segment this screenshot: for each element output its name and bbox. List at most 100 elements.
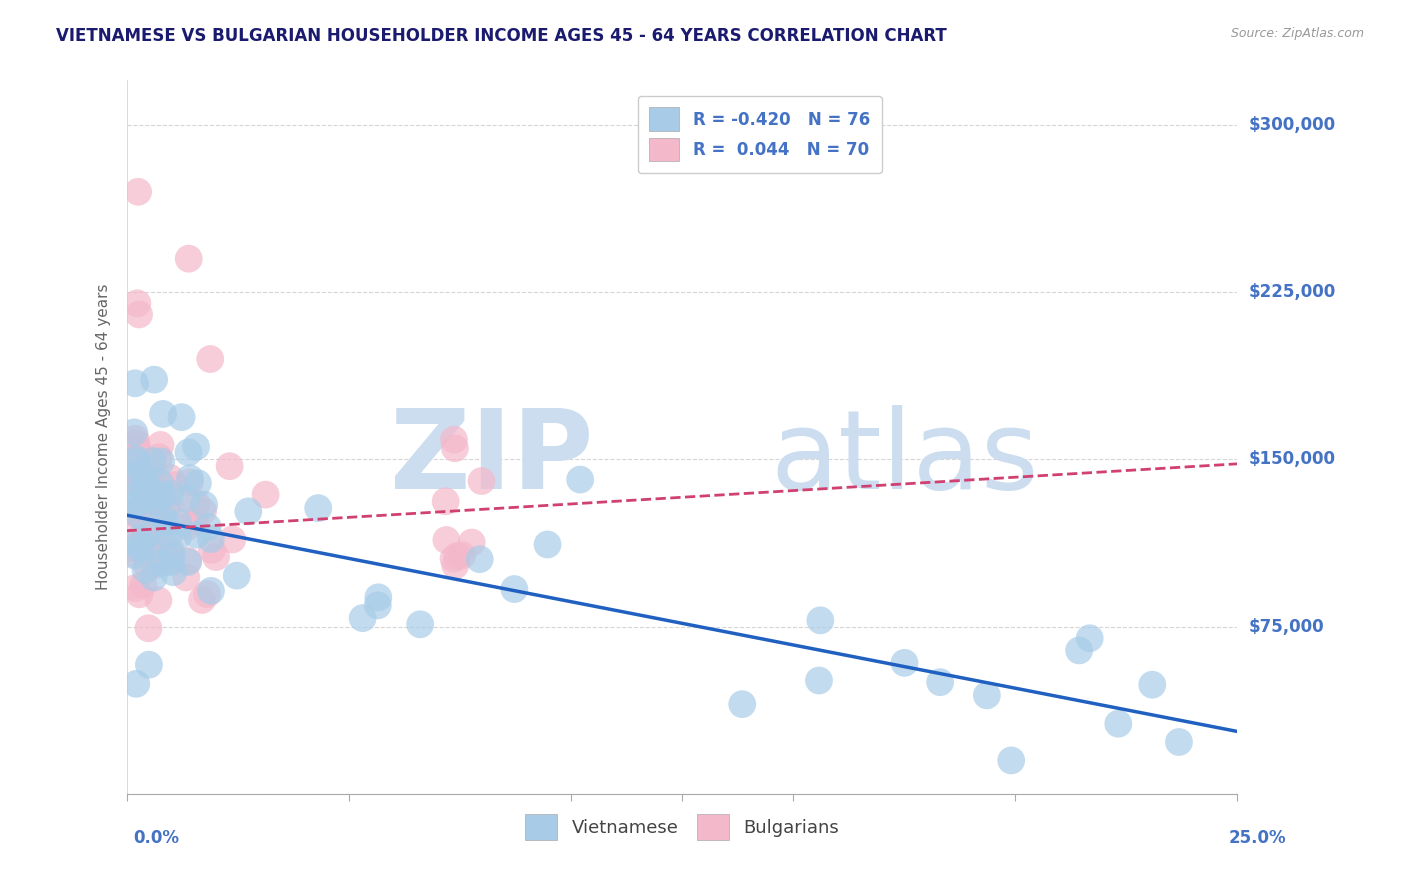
Point bbox=[195, 587, 218, 601]
Point bbox=[127, 487, 149, 501]
Point bbox=[893, 656, 915, 670]
Point bbox=[124, 470, 146, 484]
Point bbox=[1168, 735, 1191, 749]
Point bbox=[125, 677, 148, 691]
Point bbox=[205, 550, 228, 565]
Point bbox=[434, 533, 457, 547]
Point bbox=[128, 540, 150, 554]
Point bbox=[352, 611, 374, 625]
Point bbox=[121, 475, 143, 489]
Point bbox=[127, 296, 149, 310]
Point bbox=[124, 432, 146, 446]
Point bbox=[367, 599, 389, 613]
Point bbox=[569, 473, 592, 487]
Point bbox=[167, 516, 190, 530]
Point bbox=[160, 547, 183, 561]
Point bbox=[124, 496, 146, 510]
Text: $150,000: $150,000 bbox=[1249, 450, 1336, 468]
Point bbox=[159, 500, 181, 515]
Point bbox=[254, 487, 277, 501]
Point bbox=[167, 529, 190, 543]
Point bbox=[1107, 716, 1129, 731]
Point bbox=[159, 487, 181, 501]
Point bbox=[1078, 632, 1101, 646]
Text: $75,000: $75,000 bbox=[1249, 617, 1324, 636]
Point bbox=[139, 540, 162, 554]
Point bbox=[138, 657, 160, 672]
Point bbox=[444, 441, 467, 455]
Point bbox=[131, 533, 153, 548]
Point bbox=[145, 494, 167, 508]
Point bbox=[446, 549, 468, 563]
Point bbox=[174, 570, 197, 584]
Point bbox=[149, 438, 172, 452]
Point bbox=[200, 532, 222, 546]
Point bbox=[134, 478, 156, 492]
Point bbox=[186, 497, 208, 511]
Point bbox=[156, 499, 179, 513]
Point bbox=[218, 459, 240, 474]
Point bbox=[179, 475, 201, 490]
Point bbox=[177, 555, 200, 569]
Point bbox=[165, 478, 187, 492]
Point bbox=[149, 475, 172, 490]
Text: ZIP: ZIP bbox=[389, 405, 593, 512]
Point bbox=[121, 506, 143, 520]
Point bbox=[142, 570, 165, 584]
Point bbox=[468, 552, 491, 566]
Point bbox=[191, 593, 214, 607]
Point bbox=[125, 451, 148, 466]
Point bbox=[177, 554, 200, 568]
Point bbox=[129, 465, 152, 479]
Point bbox=[125, 463, 148, 477]
Point bbox=[177, 519, 200, 533]
Point bbox=[122, 547, 145, 561]
Point bbox=[155, 546, 177, 560]
Point bbox=[1000, 753, 1022, 767]
Point bbox=[129, 541, 152, 555]
Point bbox=[148, 488, 170, 502]
Point bbox=[135, 474, 157, 488]
Point bbox=[177, 252, 200, 266]
Point bbox=[187, 476, 209, 491]
Point bbox=[1069, 643, 1091, 657]
Point bbox=[1142, 678, 1164, 692]
Point bbox=[136, 559, 159, 574]
Point bbox=[157, 528, 180, 542]
Point bbox=[129, 521, 152, 535]
Point bbox=[238, 504, 260, 518]
Text: Source: ZipAtlas.com: Source: ZipAtlas.com bbox=[1230, 27, 1364, 40]
Point bbox=[124, 549, 146, 563]
Point bbox=[367, 591, 389, 605]
Point bbox=[152, 488, 174, 502]
Point bbox=[444, 558, 467, 573]
Point bbox=[125, 454, 148, 468]
Point bbox=[200, 583, 222, 598]
Point bbox=[143, 558, 166, 573]
Point bbox=[536, 537, 558, 551]
Point bbox=[193, 498, 215, 512]
Point bbox=[128, 307, 150, 321]
Point bbox=[976, 689, 998, 703]
Point bbox=[141, 467, 163, 481]
Point bbox=[128, 587, 150, 601]
Y-axis label: Householder Income Ages 45 - 64 years: Householder Income Ages 45 - 64 years bbox=[96, 284, 111, 591]
Point bbox=[124, 376, 146, 391]
Point bbox=[307, 501, 329, 516]
Text: 0.0%: 0.0% bbox=[134, 829, 180, 847]
Point bbox=[127, 185, 149, 199]
Point bbox=[146, 518, 169, 533]
Point bbox=[139, 525, 162, 540]
Point bbox=[409, 617, 432, 632]
Point bbox=[461, 535, 484, 549]
Point bbox=[142, 507, 165, 521]
Point bbox=[124, 466, 146, 480]
Point bbox=[150, 556, 173, 570]
Point bbox=[125, 507, 148, 521]
Point bbox=[159, 471, 181, 485]
Point bbox=[127, 442, 149, 456]
Point bbox=[170, 410, 193, 425]
Point bbox=[503, 582, 526, 596]
Point bbox=[197, 520, 219, 534]
Point bbox=[160, 553, 183, 567]
